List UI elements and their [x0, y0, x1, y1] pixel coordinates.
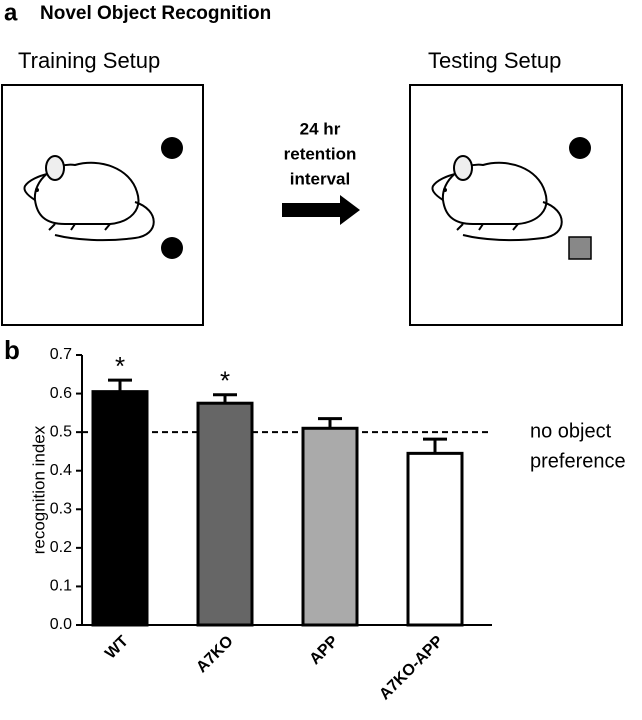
significance: * [220, 366, 230, 396]
arrow-text: interval [290, 169, 350, 188]
y-tick-label: 0.2 [50, 539, 72, 556]
panel-label: b [4, 335, 20, 365]
object [569, 137, 591, 159]
x-tick-label: WT [102, 633, 132, 663]
bar [406, 451, 464, 627]
y-tick-label: 0.1 [50, 578, 72, 595]
mouse [431, 155, 563, 242]
x-tick-label: APP [307, 633, 343, 669]
setup-label: Training Setup [18, 48, 160, 73]
arrow [282, 195, 360, 225]
bar [301, 426, 359, 627]
significance: * [115, 351, 125, 381]
setup-label: Testing Setup [428, 48, 561, 73]
y-tick-label: 0.3 [50, 501, 72, 518]
arrow-text: 24 hr [300, 119, 341, 138]
reference-label: preference [530, 450, 626, 472]
arrow-text: retention [284, 144, 357, 163]
y-tick-label: 0.7 [50, 346, 72, 363]
x-tick-label: A7KO [193, 633, 236, 676]
object [161, 137, 183, 159]
y-tick-label: 0.6 [50, 385, 72, 402]
mouse [23, 155, 155, 242]
y-axis-label: recognition index [29, 425, 48, 554]
x-tick-label: A7KO-APP [376, 633, 447, 704]
reference-label: no object [530, 420, 612, 442]
arena [409, 84, 623, 326]
bar [196, 401, 254, 627]
y-tick-label: 0.4 [50, 462, 72, 479]
y-tick-label: 0.5 [50, 423, 72, 440]
object [161, 237, 183, 259]
panel-title: Novel Object Recognition [40, 3, 271, 24]
panel-label: a [4, 0, 18, 26]
arena [1, 84, 204, 326]
bar [91, 390, 149, 627]
y-tick-label: 0.0 [50, 616, 72, 633]
novel-object [568, 236, 592, 260]
